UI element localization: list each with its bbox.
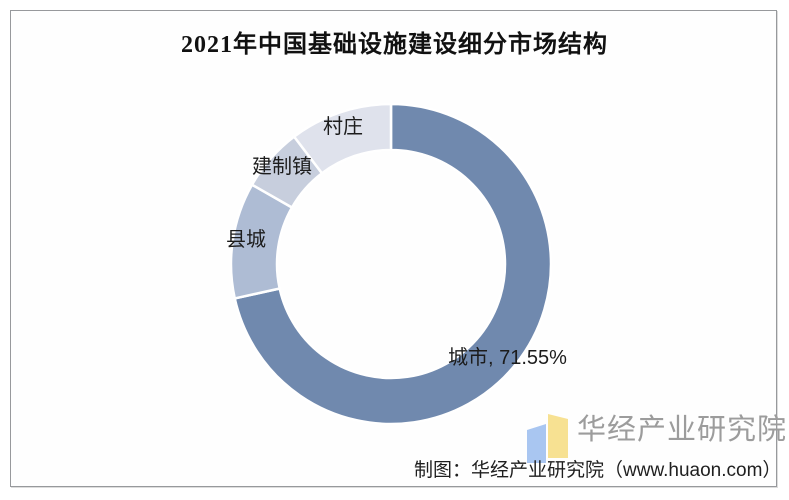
huaon-logo: 华经产业研究院: [526, 412, 788, 463]
logo-text: 华经产业研究院: [577, 414, 788, 446]
open-book-icon: [527, 414, 568, 463]
donut-segment-村庄: [292, 102, 393, 175]
chart-title: 2021年中国基础设施建设细分市场结构: [181, 32, 608, 58]
segment-label-city: 城市, 71.55%: [448, 347, 567, 369]
donut-segment-城市: [233, 102, 553, 426]
segment-label-town: 建制镇: [252, 156, 312, 178]
credit-line: 制图：华经产业研究院（www.huaon.com）: [414, 460, 782, 481]
segment-label-county: 县城: [226, 229, 266, 251]
segment-label-village: 村庄: [323, 116, 363, 138]
